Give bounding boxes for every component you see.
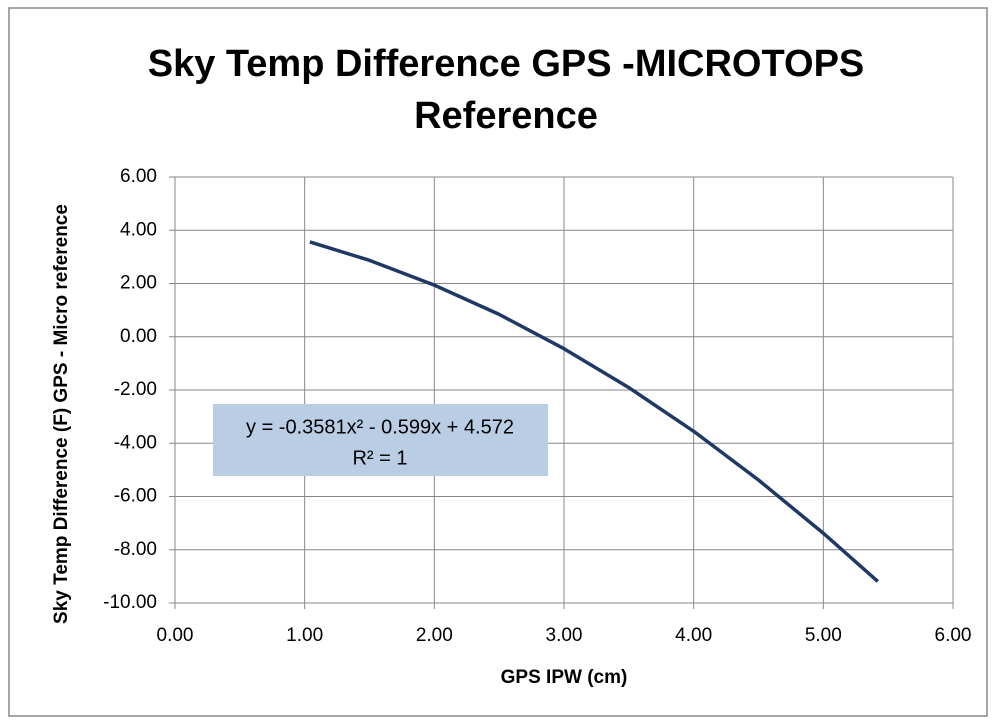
x-tick-label: 5.00 xyxy=(805,625,842,646)
x-tick-label: 1.00 xyxy=(286,625,323,646)
x-axis-label: GPS IPW (cm) xyxy=(501,667,628,688)
annotation-box xyxy=(213,404,548,476)
x-tick-label: 4.00 xyxy=(675,625,712,646)
data-line xyxy=(309,240,879,583)
y-tick-label: 6.00 xyxy=(120,166,157,187)
x-tick-label: 2.00 xyxy=(416,625,453,646)
chart-title: Sky Temp Difference GPS -MICROTOPS xyxy=(148,43,865,85)
y-tick-label: -8.00 xyxy=(114,539,157,560)
y-tick-label: -4.00 xyxy=(114,432,157,453)
annotation: y = -0.3581x² - 0.599x + 4.572 xyxy=(246,416,514,438)
y-tick-label: 2.00 xyxy=(120,273,157,294)
y-axis-label: Sky Temp Difference (F) GPS - Micro refe… xyxy=(51,204,72,624)
y-tick-label: -10.00 xyxy=(103,592,157,613)
chart-border xyxy=(8,7,988,717)
x-tick-label: 3.00 xyxy=(546,625,583,646)
y-tick-label: 4.00 xyxy=(120,219,157,240)
x-tick-label: 6.00 xyxy=(935,625,972,646)
y-tick-label: -6.00 xyxy=(114,486,157,507)
chart-title: Reference xyxy=(414,95,598,137)
x-tick-label: 0.00 xyxy=(157,625,194,646)
y-tick-label: 0.00 xyxy=(120,326,157,347)
y-tick-label: -2.00 xyxy=(114,379,157,400)
annotation: R² = 1 xyxy=(352,447,407,469)
